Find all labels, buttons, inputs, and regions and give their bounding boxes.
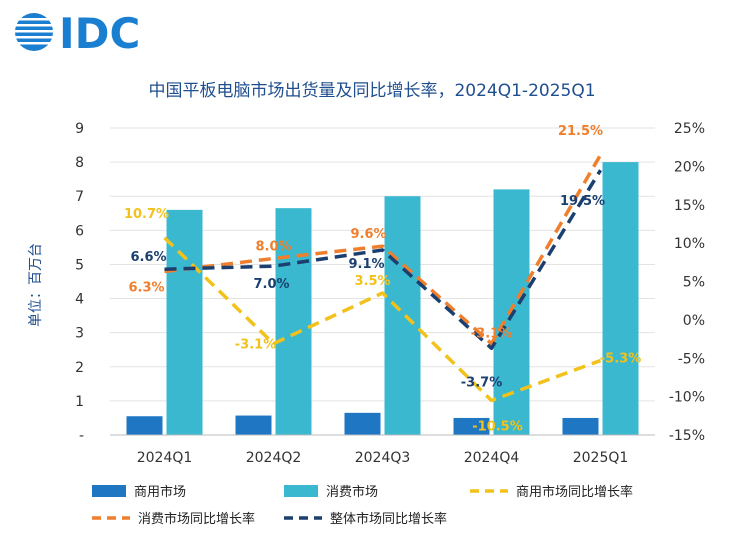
bar-commercial: [235, 415, 272, 435]
x-tick-label: 2024Q3: [355, 450, 411, 466]
legend-label: 商用市场同比增长率: [516, 484, 633, 500]
left-tick-label: 5: [75, 257, 84, 273]
data-label: 9.1%: [348, 257, 384, 272]
data-label: 7.0%: [253, 277, 289, 292]
data-label: -3.1%: [471, 327, 512, 342]
chart-title: 中国平板电脑市场出货量及同比增长率，2024Q1-2025Q1: [148, 81, 595, 101]
right-tick-label: 20%: [674, 159, 705, 175]
legend-swatch: [284, 485, 318, 497]
right-axis-ticks: -15% -10% -5% 0% 5% 10% 15% 20% 25%: [669, 121, 705, 444]
data-label: 6.6%: [130, 250, 166, 265]
series-lines: [163, 153, 603, 403]
line-commercial-yoy: [163, 236, 602, 403]
bar-consumer: [602, 162, 639, 435]
left-tick-label: 2: [75, 360, 84, 376]
x-tick-label: 2024Q4: [464, 450, 520, 466]
data-label: 9.6%: [350, 227, 386, 242]
y-axis-label: 单位：百万台: [28, 243, 44, 327]
data-label: 19.5%: [560, 194, 605, 209]
data-label: 6.3%: [128, 281, 164, 296]
logo-text: IDC: [59, 9, 140, 58]
bar-commercial: [562, 417, 599, 435]
right-tick-label: 25%: [674, 121, 705, 137]
right-tick-label: 15%: [674, 198, 705, 214]
x-tick-label: 2025Q1: [573, 450, 629, 466]
data-label: -3.7%: [461, 375, 502, 390]
x-tick-label: 2024Q1: [137, 450, 193, 466]
left-tick-label: 3: [75, 326, 84, 342]
globe-icon: [15, 13, 53, 51]
idc-logo: IDC: [15, 9, 140, 58]
gridlines: [110, 127, 655, 402]
bar-consumer: [384, 196, 421, 435]
legend-swatch: [92, 485, 126, 497]
data-label: -3.1%: [235, 338, 276, 353]
data-label: -5.3%: [600, 352, 641, 367]
x-axis-ticks: 2024Q1 2024Q2 2024Q3 2024Q4 2025Q1: [137, 450, 629, 466]
bar-commercial: [126, 416, 163, 435]
bar-commercial: [344, 412, 381, 435]
bar-consumer: [166, 209, 203, 435]
bars: [126, 162, 639, 435]
legend-label: 商用市场: [134, 484, 186, 500]
x-tick-label: 2024Q2: [246, 450, 302, 466]
left-tick-label: -: [79, 428, 84, 444]
right-tick-label: 10%: [674, 236, 705, 252]
data-label: -10.5%: [472, 419, 523, 434]
right-tick-label: -15%: [669, 428, 705, 444]
right-tick-label: -5%: [678, 351, 705, 367]
right-tick-label: 0%: [683, 313, 705, 329]
data-labels: 10.7% -3.1% 3.5% -10.5% -5.3% 6.3% 8.0% 9.6% -3.…: [124, 124, 641, 435]
left-tick-label: 6: [75, 223, 84, 239]
bar-commercial: [453, 417, 490, 435]
data-label: 21.5%: [558, 124, 603, 139]
left-axis-ticks: - 1 2 3 4 5 6 7 8 9: [75, 121, 84, 444]
left-tick-label: 9: [75, 121, 84, 137]
line-consumer-yoy: [164, 153, 603, 346]
right-tick-label: -10%: [669, 390, 705, 406]
legend-label: 整体市场同比增长率: [330, 511, 447, 527]
left-tick-label: 4: [75, 292, 84, 308]
legend-label: 消费市场同比增长率: [138, 511, 255, 527]
bar-consumer: [275, 208, 312, 435]
left-tick-label: 1: [75, 394, 84, 410]
right-tick-label: 5%: [683, 275, 705, 291]
left-tick-label: 7: [75, 189, 84, 205]
data-label: 3.5%: [354, 274, 390, 289]
data-label: 10.7%: [124, 207, 169, 222]
line-overall-yoy: [164, 169, 602, 351]
left-tick-label: 8: [75, 155, 84, 171]
legend-label: 消费市场: [326, 484, 378, 500]
data-label: 8.0%: [255, 239, 291, 254]
